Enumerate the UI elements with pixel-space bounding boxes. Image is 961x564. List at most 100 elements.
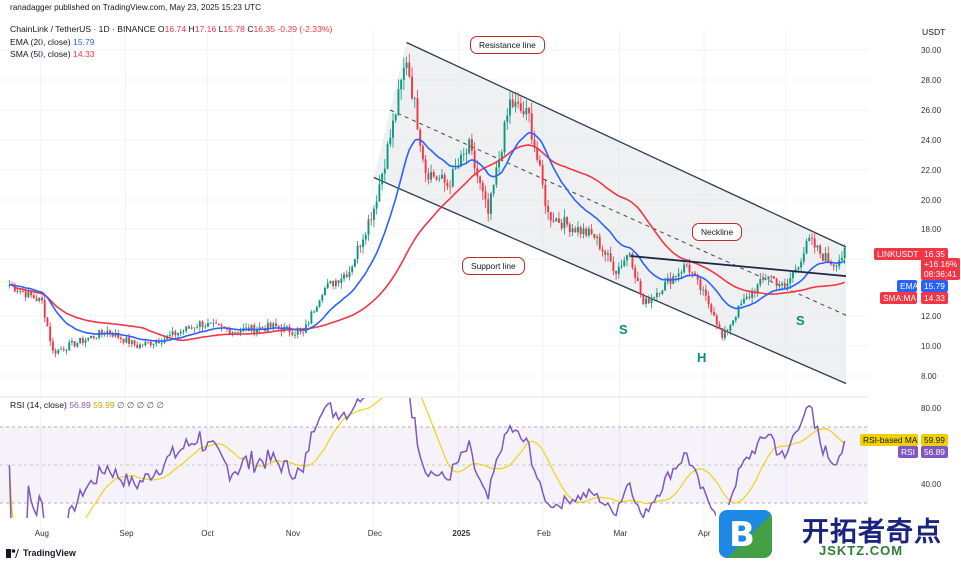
time-tick-label: Feb: [537, 529, 551, 538]
candle-body: [345, 274, 348, 278]
candle-body: [76, 342, 79, 347]
ema-legend-value: 15.79: [73, 37, 95, 47]
candle-body: [519, 103, 522, 112]
sma-price-tag: SMA:MA: [880, 292, 917, 304]
candle-body: [655, 292, 658, 298]
candle-body: [710, 304, 713, 313]
candle-body: [220, 324, 223, 327]
candle-body: [234, 331, 237, 333]
candle-body: [381, 173, 384, 185]
sma-tag-value: 14.33: [921, 292, 948, 304]
candle-body: [748, 296, 751, 298]
candle-body: [397, 89, 400, 115]
candle-body: [696, 275, 699, 280]
currency-label: USDT: [922, 27, 946, 37]
price-tick-label: 26.00: [921, 106, 942, 115]
ohlc-o: 16.74: [164, 24, 187, 34]
candle-body: [511, 99, 514, 107]
candle-body: [109, 330, 111, 334]
candle-body: [372, 208, 375, 220]
candle-body: [764, 279, 767, 281]
symbol-name[interactable]: ChainLink / TetherUS · 1D · BINANCE: [10, 24, 156, 34]
candle-body: [661, 290, 664, 294]
candle-body: [133, 340, 136, 345]
candle-body: [215, 322, 218, 324]
candle-body: [155, 341, 158, 344]
candle-body: [770, 276, 773, 278]
candle-body: [443, 174, 446, 183]
candle-body: [35, 298, 38, 301]
candle-body: [737, 305, 740, 317]
candle-body: [713, 312, 715, 316]
resistance-line-label: Resistance line: [470, 36, 545, 54]
sma-tag-label: SMA:MA: [883, 293, 917, 303]
candle-body: [92, 335, 95, 339]
candle-body: [394, 114, 397, 121]
candle-body: [367, 219, 370, 235]
candle-body: [130, 340, 133, 344]
candle-body: [732, 320, 735, 325]
candle-body: [582, 228, 585, 235]
candle-body: [598, 236, 601, 250]
candle-body: [32, 295, 35, 299]
candle-body: [615, 270, 618, 275]
candle-body: [506, 115, 509, 122]
candle-body: [196, 326, 199, 328]
candle-body: [639, 281, 642, 295]
candle-body: [571, 228, 574, 233]
candle-body: [356, 245, 359, 260]
candle-body: [653, 297, 656, 298]
watermark-cn: 开拓者奇点: [802, 517, 942, 547]
candle-body: [326, 283, 329, 288]
candle-body: [726, 329, 729, 331]
candle-body: [451, 169, 454, 187]
candle-body: [60, 348, 63, 350]
candle-body: [601, 249, 604, 252]
candle-body: [767, 276, 770, 280]
candle-body: [201, 321, 204, 328]
candle-body: [370, 219, 373, 221]
candle-body: [149, 341, 152, 346]
rsi-legend[interactable]: RSI (14, close) 56.89 59.99 ∅ ∅ ∅ ∅ ∅: [10, 400, 164, 411]
candle-body: [522, 111, 525, 115]
candle-body: [492, 184, 495, 194]
candle-body: [759, 278, 762, 285]
candle-body: [832, 264, 835, 267]
candle-body: [631, 253, 634, 268]
candle-body: [669, 277, 672, 284]
candle-body: [187, 326, 190, 329]
candle-body: [514, 101, 517, 107]
watermark-logo-icon: B: [719, 510, 772, 558]
candle-body: [487, 199, 490, 214]
candle-body: [160, 342, 163, 344]
candle-body: [57, 349, 60, 354]
candle-body: [51, 341, 54, 351]
candle-body: [674, 276, 677, 277]
candle-body: [228, 329, 231, 335]
left-shoulder-label: S: [619, 322, 628, 337]
candle-body: [114, 332, 117, 337]
candle-body: [664, 281, 667, 291]
candle-body: [375, 201, 378, 209]
candle-body: [446, 182, 449, 187]
candle-body: [802, 253, 805, 262]
candle-body: [775, 278, 778, 286]
candle-body: [182, 330, 185, 332]
candle-body: [606, 253, 609, 255]
candle-body: [46, 317, 49, 327]
symbol-tag-value: 16.35: [921, 248, 948, 260]
price-channel: [373, 41, 847, 385]
candle-body: [721, 328, 724, 338]
tradingview-footer[interactable]: TradingView: [6, 548, 76, 558]
rsi-legend-empty: ∅ ∅ ∅ ∅ ∅: [117, 400, 165, 410]
candle-body: [560, 222, 563, 229]
candle-body: [190, 327, 193, 329]
candle-body: [147, 341, 150, 343]
candle-body: [22, 290, 24, 292]
rsi-tag-label: RSI: [901, 447, 915, 457]
candle-body: [827, 253, 830, 262]
candle-body: [386, 144, 389, 169]
price-tick-label: 12.00: [921, 312, 942, 321]
candle-body: [694, 273, 696, 276]
